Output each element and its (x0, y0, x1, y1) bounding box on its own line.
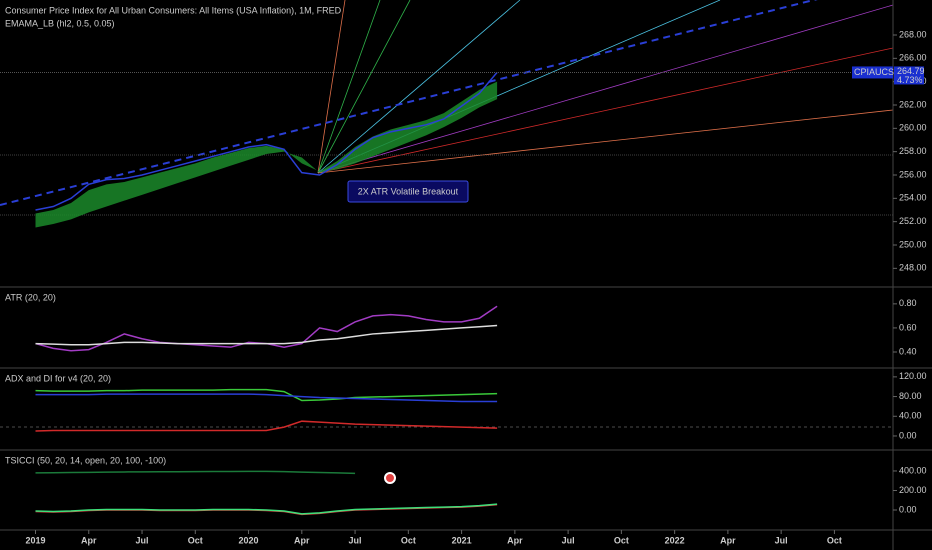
pane-subtitle: EMAMA_LB (hl2, 0.5, 0.05) (5, 18, 115, 28)
y-tick-label: 0.00 (899, 504, 917, 514)
last-price-change: 4.73% (897, 75, 923, 85)
annotation-box (347, 180, 469, 203)
series-line (35, 393, 498, 403)
last-price-value: 264.79 (897, 66, 925, 76)
y-tick-label: 260.00 (899, 123, 927, 133)
last-price-tag (852, 66, 893, 79)
x-tick-label: Jul (136, 535, 149, 545)
x-tick-label: Jul (562, 535, 575, 545)
y-tick-label: 262.00 (899, 99, 927, 109)
series-line (35, 388, 498, 402)
series-line (35, 324, 498, 346)
y-tick-label: 250.00 (899, 239, 927, 249)
y-tick-label: 400.00 (899, 465, 927, 475)
x-tick-label: Apr (81, 535, 97, 545)
fan-lines (0, 0, 894, 484)
x-tick-label: Oct (401, 535, 416, 545)
x-tick-label: 2020 (239, 535, 259, 545)
x-tick-label: Jul (775, 535, 788, 545)
y-tick-label: 266.00 (899, 53, 927, 63)
x-tick-label: Jul (349, 535, 362, 545)
pane-title: Consumer Price Index for All Urban Consu… (5, 5, 342, 15)
x-tick-label: Oct (827, 535, 842, 545)
y-tick-label: 252.00 (899, 216, 927, 226)
annotation: 2X ATR Volatile Breakout (358, 186, 459, 196)
y-tick-label: 40.00 (899, 411, 922, 421)
x-tick-label: Oct (614, 535, 629, 545)
x-tick-label: Oct (188, 535, 203, 545)
x-tick-label: Apr (507, 535, 523, 545)
x-tick-label: 2022 (665, 535, 685, 545)
y-tick-label: 268.00 (899, 29, 927, 39)
series-line (35, 503, 498, 515)
y-tick-label: 254.00 (899, 193, 927, 203)
x-tick-label: 2021 (452, 535, 472, 545)
y-tick-label: 0.60 (899, 322, 917, 332)
pane-title: TSICCI (50, 20, 14, open, 20, 100, -100) (5, 455, 166, 465)
x-tick-label: Apr (720, 535, 736, 545)
x-tick-label: 2019 (25, 535, 45, 545)
y-tick-label: 0.80 (899, 298, 917, 308)
x-tick-label: Apr (294, 535, 310, 545)
pane-title: ATR (20, 20) (5, 292, 56, 302)
y-tick-label: 0.40 (899, 346, 917, 356)
y-tick-label: 258.00 (899, 146, 927, 156)
pane-title: ADX and DI for v4 (20, 20) (5, 373, 111, 383)
series-line (35, 71, 498, 211)
band-fill (35, 81, 498, 228)
series-line (35, 470, 356, 475)
y-tick-label: 256.00 (899, 169, 927, 179)
y-tick-label: 120.00 (899, 371, 927, 381)
y-tick-label: 248.00 (899, 263, 927, 273)
y-tick-label: 0.00 (899, 430, 917, 440)
y-tick-label: 200.00 (899, 485, 927, 495)
last-price-box (894, 66, 924, 85)
last-price-name: CPIAUCSL (854, 67, 899, 77)
series-line (35, 420, 498, 432)
y-tick-label: 80.00 (899, 391, 922, 401)
